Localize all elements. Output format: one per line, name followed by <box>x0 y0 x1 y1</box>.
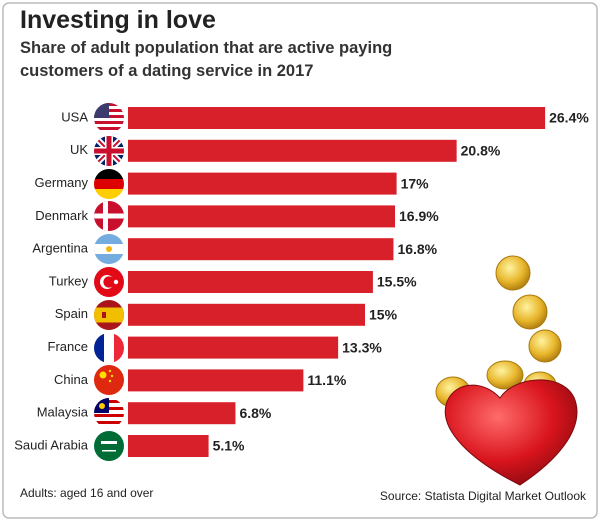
bar <box>128 271 373 293</box>
value-label: 16.8% <box>397 241 437 257</box>
category-label: Saudi Arabia <box>14 437 88 452</box>
flag-france <box>94 333 124 363</box>
flag-uk <box>94 136 124 166</box>
value-label: 6.8% <box>239 405 271 421</box>
footnote: Adults: aged 16 and over <box>20 486 153 500</box>
category-label: Turkey <box>49 273 89 288</box>
category-label: Argentina <box>32 241 88 256</box>
category-label: Spain <box>55 306 88 321</box>
flag-argentina <box>94 234 124 264</box>
flag-saudi-arabia <box>94 431 124 461</box>
category-label: USA <box>61 109 88 124</box>
category-label: China <box>54 372 89 387</box>
bar <box>128 303 365 326</box>
value-label: 16.9% <box>399 208 439 224</box>
flag-china <box>94 365 124 395</box>
value-label: 26.4% <box>549 110 589 126</box>
value-label: 17% <box>401 175 430 191</box>
flag-spain <box>94 300 124 330</box>
value-label: 15.5% <box>377 274 417 290</box>
decoration <box>435 255 578 486</box>
category-label: Denmark <box>35 208 88 223</box>
chart-subtitle: Share of adult population that are activ… <box>20 39 393 80</box>
value-label: 5.1% <box>213 438 245 454</box>
bar <box>128 172 397 195</box>
source: Source: Statista Digital Market Outlook <box>380 489 587 503</box>
flag-germany <box>94 169 124 199</box>
flag-denmark <box>94 201 124 231</box>
bar <box>128 139 457 162</box>
bar <box>128 402 236 425</box>
bar <box>128 369 304 392</box>
chart-title: Investing in love <box>20 6 216 34</box>
category-label: Malaysia <box>37 405 89 420</box>
bar <box>128 107 546 129</box>
bar <box>128 238 394 261</box>
category-label: Germany <box>35 175 89 190</box>
value-label: 13.3% <box>342 339 382 355</box>
value-label: 15% <box>369 307 398 323</box>
flag-malaysia <box>94 398 124 428</box>
category-label: France <box>48 339 88 354</box>
bar <box>128 336 339 359</box>
flag-usa <box>94 103 124 133</box>
value-label: 20.8% <box>461 143 501 159</box>
value-label: 11.1% <box>307 372 346 388</box>
bar <box>128 205 396 228</box>
bar <box>128 435 209 457</box>
category-label: UK <box>70 142 88 157</box>
flag-turkey <box>94 267 124 297</box>
